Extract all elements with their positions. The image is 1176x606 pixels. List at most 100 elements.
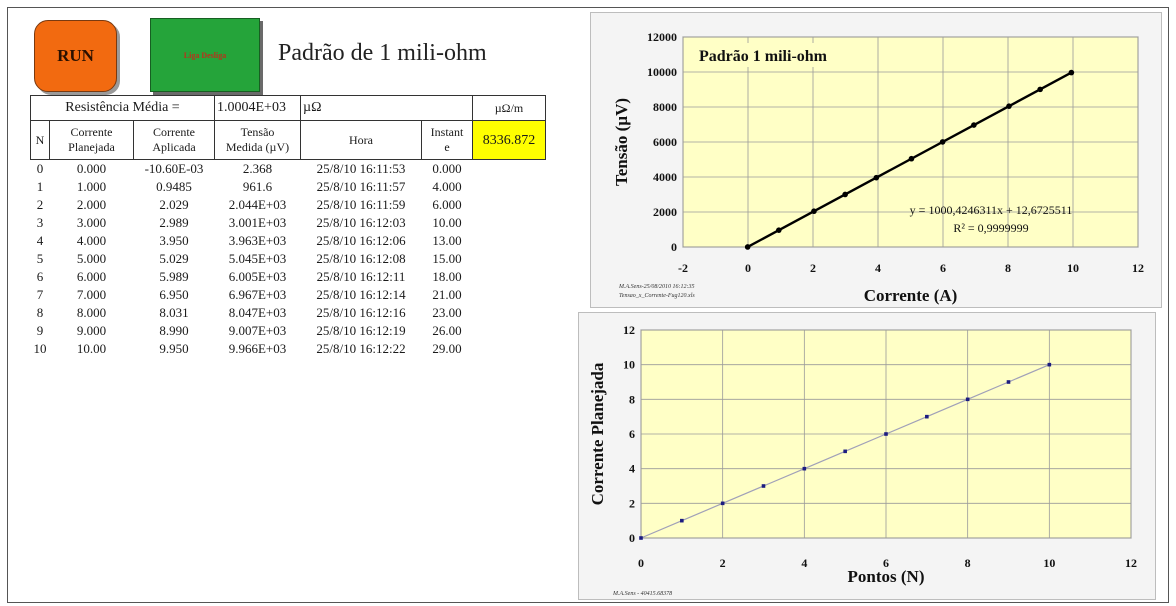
y-tick-label: 8000 <box>653 100 677 114</box>
x-tick-label: 10 <box>1043 556 1055 570</box>
data-point <box>761 484 766 488</box>
table-row: 6 6.000 5.989 6.005E+03 25/8/10 16:12:11 18.0… <box>31 268 546 286</box>
cell-instante: 21.00 <box>432 287 462 302</box>
data-point <box>680 518 684 523</box>
cell-instante: 6.000 <box>432 197 462 212</box>
resistencia-unit-per-meter: µΩ/m <box>472 95 546 121</box>
empty-cell <box>473 232 546 250</box>
run-button[interactable]: RUN <box>34 20 117 92</box>
data-point <box>843 449 847 454</box>
data-point <box>925 414 929 419</box>
y-tick-label: 12000 <box>647 30 677 44</box>
cell-corrente-aplicada: 9.950 <box>159 341 189 356</box>
data-point <box>802 466 807 471</box>
cell-hora: 25/8/10 16:12:14 <box>316 287 406 302</box>
cell-corrente-planejada: 0.000 <box>76 161 107 176</box>
cell-n: 7 <box>36 287 44 302</box>
tensao-vs-corrente-chart: -2 0 2 4 6 8 10 12020004000600080001000012000Co… <box>612 30 1144 305</box>
cell-corrente-planejada: 10.00 <box>76 341 107 356</box>
cell-corrente-aplicada: 5.029 <box>159 251 189 266</box>
y-tick-label: 0 <box>671 240 677 254</box>
chart-footnote: M.A.Sens-25/08/2010 16:12:35 <box>618 284 695 290</box>
cell-n: 10 <box>33 341 47 356</box>
x-tick-label: 6 <box>883 556 889 570</box>
x-tick-label: 2 <box>810 261 816 275</box>
cell-hora: 25/8/10 16:11:59 <box>316 197 406 212</box>
cell-n: 3 <box>36 215 44 230</box>
y-tick-label: 2 <box>629 496 635 510</box>
cell-tensao-medida: 3.001E+03 <box>228 215 287 230</box>
cell-hora: 25/8/10 16:12:19 <box>316 323 406 338</box>
x-tick-label: -2 <box>678 261 688 275</box>
x-tick-label: 4 <box>801 556 807 570</box>
cell-hora: 25/8/10 16:12:11 <box>316 269 406 284</box>
y-axis-label: Tensão (µV) <box>612 98 631 186</box>
cell-n: 6 <box>36 269 44 284</box>
cell-hora: 25/8/10 16:12:16 <box>316 305 406 320</box>
y-tick-label: 10000 <box>647 65 677 79</box>
empty-cell <box>473 268 546 286</box>
cell-corrente-planejada: 5.000 <box>76 251 107 266</box>
cell-hora: 25/8/10 16:12:06 <box>316 233 406 248</box>
col-header-corrente-aplicada: Corrente Aplicada <box>133 120 215 160</box>
cell-tensao-medida: 2.044E+03 <box>228 197 287 212</box>
cell-corrente-aplicada: 6.950 <box>159 287 189 302</box>
cell-corrente-aplicada: 8.031 <box>159 305 189 320</box>
cell-tensao-medida: 9.966E+03 <box>228 341 287 356</box>
cell-tensao-medida: 5.045E+03 <box>228 251 287 266</box>
data-point <box>908 155 915 162</box>
cell-hora: 25/8/10 16:11:53 <box>316 161 406 176</box>
cell-n: 5 <box>36 251 44 266</box>
x-tick-label: 2 <box>720 556 726 570</box>
empty-cell <box>473 304 546 322</box>
empty-cell <box>473 196 546 214</box>
y-tick-label: 6000 <box>653 135 677 149</box>
resistencia-media-value: 1.0004E+03 <box>214 95 301 121</box>
data-point <box>842 191 848 198</box>
cell-n: 1 <box>36 179 44 194</box>
cell-corrente-planejada: 9.000 <box>76 323 107 338</box>
data-point <box>884 432 888 436</box>
liga-desliga-button[interactable]: Liga Desliga <box>150 18 260 92</box>
cell-corrente-planejada: 8.000 <box>76 305 107 320</box>
cell-instante: 18.00 <box>432 269 462 284</box>
data-point <box>720 501 725 506</box>
x-tick-label: 10 <box>1067 261 1079 275</box>
cell-corrente-aplicada: 3.950 <box>159 233 189 248</box>
y-tick-label: 0 <box>629 531 635 545</box>
x-axis-label: Pontos (N) <box>848 567 925 586</box>
cell-instante: 29.00 <box>432 341 462 356</box>
cell-instante: 15.00 <box>432 251 462 266</box>
col-header-instante: Instant e <box>421 120 473 160</box>
table-row: 10 10.00 9.950 9.966E+03 25/8/10 16:12:22 29.… <box>31 340 546 358</box>
cell-hora: 25/8/10 16:12:03 <box>316 215 406 230</box>
table-row: 5 5.000 5.029 5.045E+03 25/8/10 16:12:08 15.0… <box>31 250 546 268</box>
y-tick-label: 6 <box>629 427 635 441</box>
empty-cell <box>473 178 546 196</box>
y-tick-label: 2000 <box>653 205 677 219</box>
empty-cell <box>473 340 546 358</box>
cell-corrente-planejada: 6.000 <box>76 269 107 284</box>
cell-tensao-medida: 6.005E+03 <box>228 269 287 284</box>
cell-corrente-aplicada: 2.989 <box>159 215 189 230</box>
empty-cell <box>473 322 546 340</box>
x-tick-label: 4 <box>875 261 881 275</box>
x-tick-label: 12 <box>1125 556 1137 570</box>
page-title: Padrão de 1 mili-ohm <box>278 40 487 66</box>
y-tick-label: 8 <box>629 392 635 406</box>
cell-hora: 25/8/10 16:12:22 <box>316 341 406 356</box>
col-header-n: N <box>30 120 50 160</box>
tensao-chart-panel: -2 0 2 4 6 8 10 12 0 2000 4000 6000 8000 10000 12000 Co… <box>590 12 1162 308</box>
empty-cell <box>473 286 546 304</box>
cell-n: 0 <box>36 161 44 176</box>
chart-footnote: M.A.Sens - 40415.68378 <box>612 590 672 597</box>
cell-corrente-planejada: 1.000 <box>76 179 107 194</box>
empty-cell <box>473 214 546 232</box>
cell-corrente-planejada: 3.000 <box>76 215 107 230</box>
cell-tensao-medida: 6.967E+03 <box>228 287 287 302</box>
data-point <box>965 397 970 402</box>
y-axis-label: Corrente Planejada <box>588 362 607 505</box>
data-point <box>1047 362 1052 367</box>
cell-corrente-planejada: 4.000 <box>76 233 107 248</box>
table-row: 8 8.000 8.031 8.047E+03 25/8/10 16:12:16 23.0… <box>31 304 546 322</box>
